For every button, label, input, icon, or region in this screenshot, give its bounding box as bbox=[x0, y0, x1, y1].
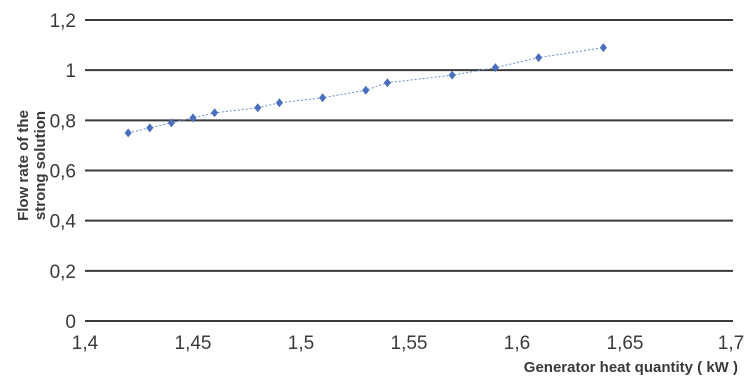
x-tick-label: 1,4 bbox=[72, 333, 99, 354]
y-tick-label: 1,2 bbox=[50, 11, 76, 32]
data-point bbox=[146, 123, 154, 133]
x-axis-title: Generator heat quantity ( kW ) bbox=[524, 359, 738, 376]
y-tick-labels: 0 0,2 0,4 0,6 0,8 1 1,2 bbox=[50, 11, 77, 333]
y-tick-label: 0,8 bbox=[50, 111, 76, 132]
series-trend-line bbox=[128, 47, 604, 134]
data-point bbox=[535, 53, 543, 63]
y-tick-label: 1 bbox=[65, 61, 76, 82]
data-point bbox=[319, 93, 327, 103]
data-point bbox=[254, 103, 262, 113]
data-point bbox=[362, 85, 370, 95]
x-tick-label: 1,65 bbox=[607, 333, 644, 354]
x-tick-label: 1,6 bbox=[504, 333, 530, 354]
data-point bbox=[448, 70, 456, 80]
data-point bbox=[124, 128, 132, 138]
data-point bbox=[599, 43, 607, 53]
data-point bbox=[491, 63, 499, 73]
y-tick-label: 0 bbox=[65, 312, 76, 333]
x-tick-label: 1,5 bbox=[288, 333, 314, 354]
y-axis-title: Flow rate of thestrong solution bbox=[15, 110, 49, 221]
x-tick-label: 1,7 bbox=[718, 333, 744, 354]
data-point bbox=[189, 113, 197, 123]
data-point bbox=[383, 78, 391, 88]
grid-lines bbox=[85, 19, 733, 322]
data-points bbox=[124, 43, 607, 138]
y-tick-label: 0,2 bbox=[50, 262, 76, 283]
x-tick-labels: 1,4 1,45 1,5 1,55 1,6 1,65 1,7 bbox=[72, 333, 744, 354]
y-tick-label: 0,6 bbox=[50, 162, 76, 183]
x-tick-label: 1,55 bbox=[391, 333, 428, 354]
y-tick-label: 0,4 bbox=[50, 212, 77, 233]
x-tick-label: 1,45 bbox=[175, 333, 212, 354]
data-point bbox=[275, 98, 283, 108]
data-point bbox=[211, 108, 219, 118]
data-point bbox=[167, 118, 175, 128]
